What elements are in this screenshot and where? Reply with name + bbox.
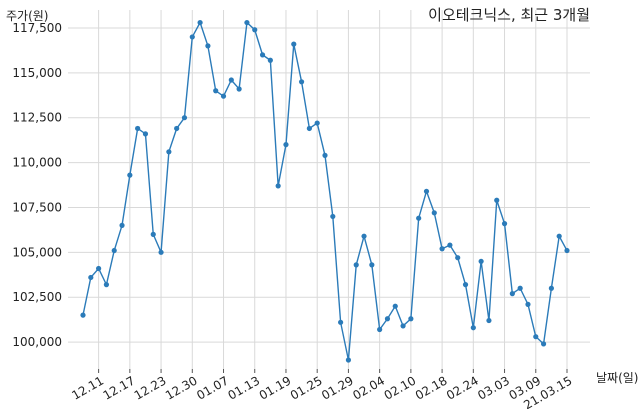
data-point — [494, 197, 500, 203]
y-tick-label: 100,000 — [12, 335, 62, 349]
data-point — [88, 274, 94, 281]
y-tick-label: 110,000 — [12, 156, 62, 170]
data-point — [330, 213, 336, 220]
data-point — [213, 88, 219, 94]
data-point — [345, 357, 352, 363]
data-point — [564, 247, 570, 254]
y-axis-label: 주가(원) — [6, 9, 48, 23]
data-point — [111, 247, 117, 254]
x-tick-label: 01.29 — [319, 373, 356, 402]
x-tick-label: 12.30 — [163, 373, 200, 402]
data-point — [259, 52, 266, 58]
data-point — [517, 285, 523, 291]
x-tick-label: 12.23 — [132, 373, 169, 402]
x-tick-label: 12.17 — [101, 373, 138, 402]
data-point — [455, 255, 461, 261]
x-tick-label: 03.03 — [475, 373, 512, 402]
price-series — [80, 19, 570, 363]
data-point — [509, 291, 515, 297]
x-tick-label: 01.13 — [225, 373, 262, 402]
data-point — [189, 34, 195, 40]
data-point — [220, 93, 227, 99]
x-tick-label: 01.07 — [194, 373, 231, 402]
data-point — [384, 316, 391, 322]
data-point — [501, 221, 508, 227]
x-tick-label: 01.25 — [288, 373, 325, 402]
data-point — [408, 316, 414, 322]
data-point — [142, 131, 149, 137]
data-point — [205, 43, 211, 49]
x-tick-label: 01.19 — [257, 373, 294, 402]
data-point — [306, 125, 312, 132]
data-point — [298, 79, 305, 85]
data-point — [525, 301, 531, 307]
data-point — [470, 325, 476, 331]
data-point — [462, 282, 469, 288]
data-point — [556, 233, 562, 239]
data-point — [353, 262, 359, 268]
data-point — [166, 149, 172, 155]
data-point — [80, 312, 86, 318]
data-point — [103, 282, 110, 288]
data-point — [400, 323, 406, 329]
data-point — [244, 19, 250, 26]
data-point — [439, 246, 445, 252]
data-point — [158, 249, 164, 255]
data-point — [181, 115, 188, 121]
data-point — [322, 152, 328, 158]
axes: 100,000 102,500 105,000 107,500 110,000 112,5… — [12, 21, 574, 412]
data-point — [533, 334, 539, 340]
data-point — [291, 41, 297, 47]
data-point — [228, 77, 234, 83]
chart-title: 이오테크닉스, 최근 3개월 — [428, 6, 590, 24]
data-point — [423, 188, 430, 194]
y-tick-label: 107,500 — [12, 200, 62, 214]
data-point — [486, 317, 492, 324]
y-tick-label: 115,000 — [12, 66, 62, 80]
data-point — [174, 125, 180, 132]
data-point — [478, 258, 484, 264]
data-point — [369, 262, 375, 268]
y-tick-label: 105,000 — [12, 245, 62, 259]
data-point — [96, 265, 102, 272]
data-point — [135, 125, 141, 132]
data-point — [275, 183, 281, 189]
data-point — [447, 242, 453, 248]
data-point — [540, 341, 547, 347]
x-tick-label: 02.24 — [444, 373, 481, 402]
x-tick-label: 02.10 — [382, 373, 419, 402]
data-point — [548, 285, 554, 291]
data-point — [338, 319, 344, 325]
data-point — [236, 86, 242, 92]
data-point — [283, 142, 289, 148]
y-tick-label: 102,500 — [12, 290, 62, 304]
x-tick-label: 02.18 — [413, 373, 450, 402]
y-tick-label: 117,500 — [12, 21, 62, 35]
grid-lines — [68, 10, 590, 369]
data-point — [416, 215, 422, 221]
data-point — [150, 231, 156, 237]
x-tick-label: 02.04 — [350, 373, 387, 402]
x-axis-label: 날짜(일) — [596, 371, 638, 385]
data-point — [197, 19, 203, 26]
x-tick-label: 12.11 — [69, 373, 106, 402]
data-point — [127, 172, 133, 178]
data-point — [119, 222, 125, 228]
data-point — [377, 326, 383, 333]
data-point — [267, 57, 273, 63]
data-point — [314, 120, 320, 126]
y-tick-label: 112,500 — [12, 111, 62, 125]
data-point — [431, 210, 437, 216]
data-point — [252, 27, 258, 33]
data-point — [361, 233, 367, 239]
data-point — [392, 303, 398, 309]
